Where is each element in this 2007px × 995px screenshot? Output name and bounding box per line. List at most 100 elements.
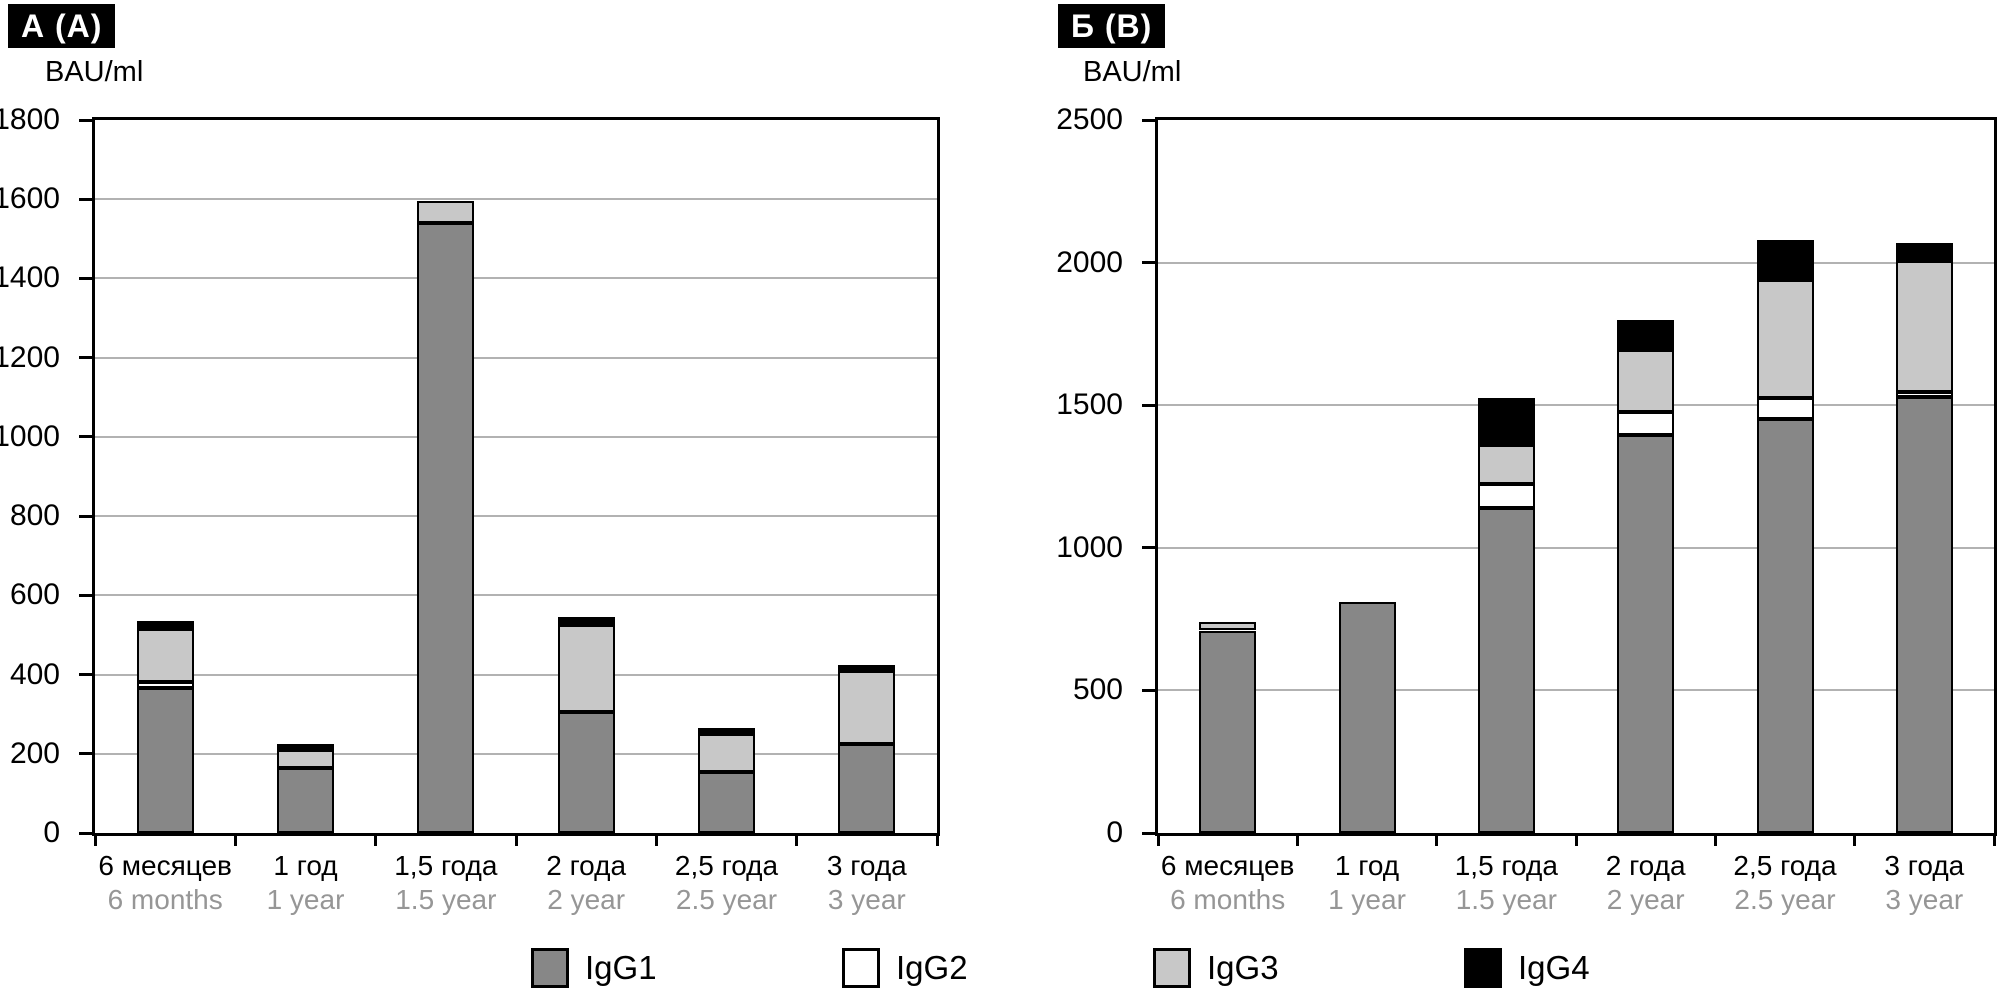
x-category-label-en: 2.5 year xyxy=(675,884,778,915)
gridline xyxy=(95,356,937,359)
y-axis-tick-label: 1400 xyxy=(0,261,60,295)
bar-segment-igg1 xyxy=(1199,630,1257,833)
x-category-label: 2 года 2 year xyxy=(471,849,701,917)
legend-swatch-igg4 xyxy=(1464,948,1502,988)
x-category-label: 3 года 3 year xyxy=(1809,849,2007,917)
bar-segment-igg1 xyxy=(1477,507,1535,833)
x-category-label-ru: 1 год xyxy=(273,850,338,881)
x-axis-tick xyxy=(93,833,97,846)
bar-segment-igg3 xyxy=(557,625,615,713)
bar-segment-igg3 xyxy=(277,749,334,768)
x-axis-tick xyxy=(1295,833,1299,846)
plot-area-b: 0 500 1000 1500 2000 2500 6 месяцев 6 months 1 г… xyxy=(1056,103,1997,915)
x-category-label: 1 год 1 year xyxy=(1252,849,1482,917)
bar-segment-igg3 xyxy=(1199,621,1257,631)
gridline xyxy=(95,752,937,755)
x-category-label-en: 1.5 year xyxy=(395,884,497,915)
x-axis-tick xyxy=(654,833,658,846)
x-axis-tick xyxy=(1853,833,1857,846)
y-axis-unit-label-b: BAU/ml xyxy=(1083,56,1182,88)
bar-segment-igg1 xyxy=(557,712,615,833)
bar-segment-igg4 xyxy=(838,664,896,671)
x-category-label-ru: 1,5 года xyxy=(394,850,498,881)
x-category-label-en: 2 year xyxy=(1606,884,1685,915)
bar-segment-igg1 xyxy=(1338,601,1396,833)
bar-segment-igg3 xyxy=(136,629,194,683)
x-axis-tick xyxy=(935,833,939,846)
y-axis-unit-label-a: BAU/ml xyxy=(45,56,144,88)
y-axis-tick xyxy=(1142,831,1155,835)
x-axis-tick xyxy=(1574,833,1578,846)
gridline xyxy=(95,435,937,438)
panel-a-title: А (A) xyxy=(8,4,116,48)
x-axis-tick xyxy=(1992,833,1996,846)
x-category-label-ru: 3 года xyxy=(1884,850,1965,881)
x-category-label-ru: 2,5 года xyxy=(674,850,779,881)
y-axis-tick-label: 200 xyxy=(9,736,60,770)
y-axis-tick-label: 0 xyxy=(43,816,60,849)
x-category-label-ru: 6 месяцев xyxy=(98,850,232,881)
legend-label: IgG4 xyxy=(1518,949,1590,986)
y-axis-tick xyxy=(1142,261,1155,265)
x-axis-tick xyxy=(233,833,237,846)
x-category-label-ru: 2 года xyxy=(1605,850,1686,881)
panel-b-title: Б (B) xyxy=(1058,4,1166,48)
bar-segment-igg3 xyxy=(838,670,896,744)
bar-segment-igg1 xyxy=(1895,396,1953,833)
bar-segment-igg1 xyxy=(838,743,896,833)
legend-item-igg3: IgG3 xyxy=(1153,946,1279,990)
legend-item-igg4: IgG4 xyxy=(1464,946,1590,990)
bar-segment-igg3 xyxy=(1477,445,1535,484)
x-category-label-en: 6 months xyxy=(107,884,223,915)
x-axis-tick xyxy=(514,833,518,846)
bar-segment-igg3 xyxy=(417,201,475,223)
legend-swatch-igg1 xyxy=(531,948,569,988)
y-axis-tick xyxy=(1142,688,1155,692)
x-category-label: 1,5 года 1.5 year xyxy=(331,849,561,917)
x-category-label: 1,5 года 1.5 year xyxy=(1391,849,1621,917)
y-axis-tick xyxy=(79,356,92,360)
x-category-label-ru: 2,5 года xyxy=(1733,850,1837,881)
bar-segment-igg1 xyxy=(1756,419,1814,833)
x-axis-tick xyxy=(1156,833,1160,846)
y-axis-tick-label: 2500 xyxy=(1056,103,1123,136)
legend-item-igg1: IgG1 xyxy=(531,946,657,990)
x-category-label: 2 года 2 year xyxy=(1531,849,1761,917)
x-axis-tick xyxy=(374,833,378,846)
y-axis-tick-label: 2000 xyxy=(1056,245,1123,279)
x-category-label-en: 1 year xyxy=(1328,884,1406,915)
y-axis-tick xyxy=(79,197,92,201)
y-axis-tick-label: 1500 xyxy=(1056,388,1123,422)
x-category-label-en: 2 year xyxy=(547,884,626,915)
x-category-label: 2,5 года 2.5 year xyxy=(612,849,842,917)
x-category-label-en: 1 year xyxy=(266,884,345,915)
gridline xyxy=(95,673,937,676)
gridline xyxy=(1158,546,1994,549)
y-axis-tick xyxy=(79,593,92,597)
bar-segment-igg4 xyxy=(698,728,755,734)
gridline xyxy=(1158,404,1994,407)
bar-segment-igg2 xyxy=(1756,398,1814,420)
x-category-label: 3 года 3 year xyxy=(752,849,982,917)
y-axis-tick xyxy=(1142,118,1155,122)
x-category-label: 6 месяцев 6 months xyxy=(50,849,280,917)
y-axis-tick-label: 1000 xyxy=(0,419,60,453)
gridline xyxy=(1158,689,1994,692)
legend-swatch-igg3 xyxy=(1153,948,1191,988)
bar-segment-igg4 xyxy=(1617,319,1675,350)
x-axis-tick xyxy=(1435,833,1439,846)
y-axis-tick xyxy=(1142,546,1155,550)
bar-segment-igg2 xyxy=(136,682,194,689)
y-axis-tick-label: 400 xyxy=(9,657,60,691)
legend: IgG1 IgG2 IgG3 IgG4 xyxy=(0,946,2007,994)
y-axis-tick-label: 1000 xyxy=(1056,530,1123,564)
x-category-label: 2,5 года 2.5 year xyxy=(1670,849,1900,917)
bar-segment-igg1 xyxy=(417,222,475,833)
bar-segment-igg3 xyxy=(1617,349,1675,413)
x-category-label-ru: 2 года xyxy=(546,850,627,881)
gridline xyxy=(95,198,937,201)
bar-segment-igg2 xyxy=(1477,483,1535,508)
x-category-label-en: 3 year xyxy=(827,884,906,915)
x-category-label: 1 год 1 year xyxy=(191,849,421,917)
bar-segment-igg4 xyxy=(1895,242,1953,262)
